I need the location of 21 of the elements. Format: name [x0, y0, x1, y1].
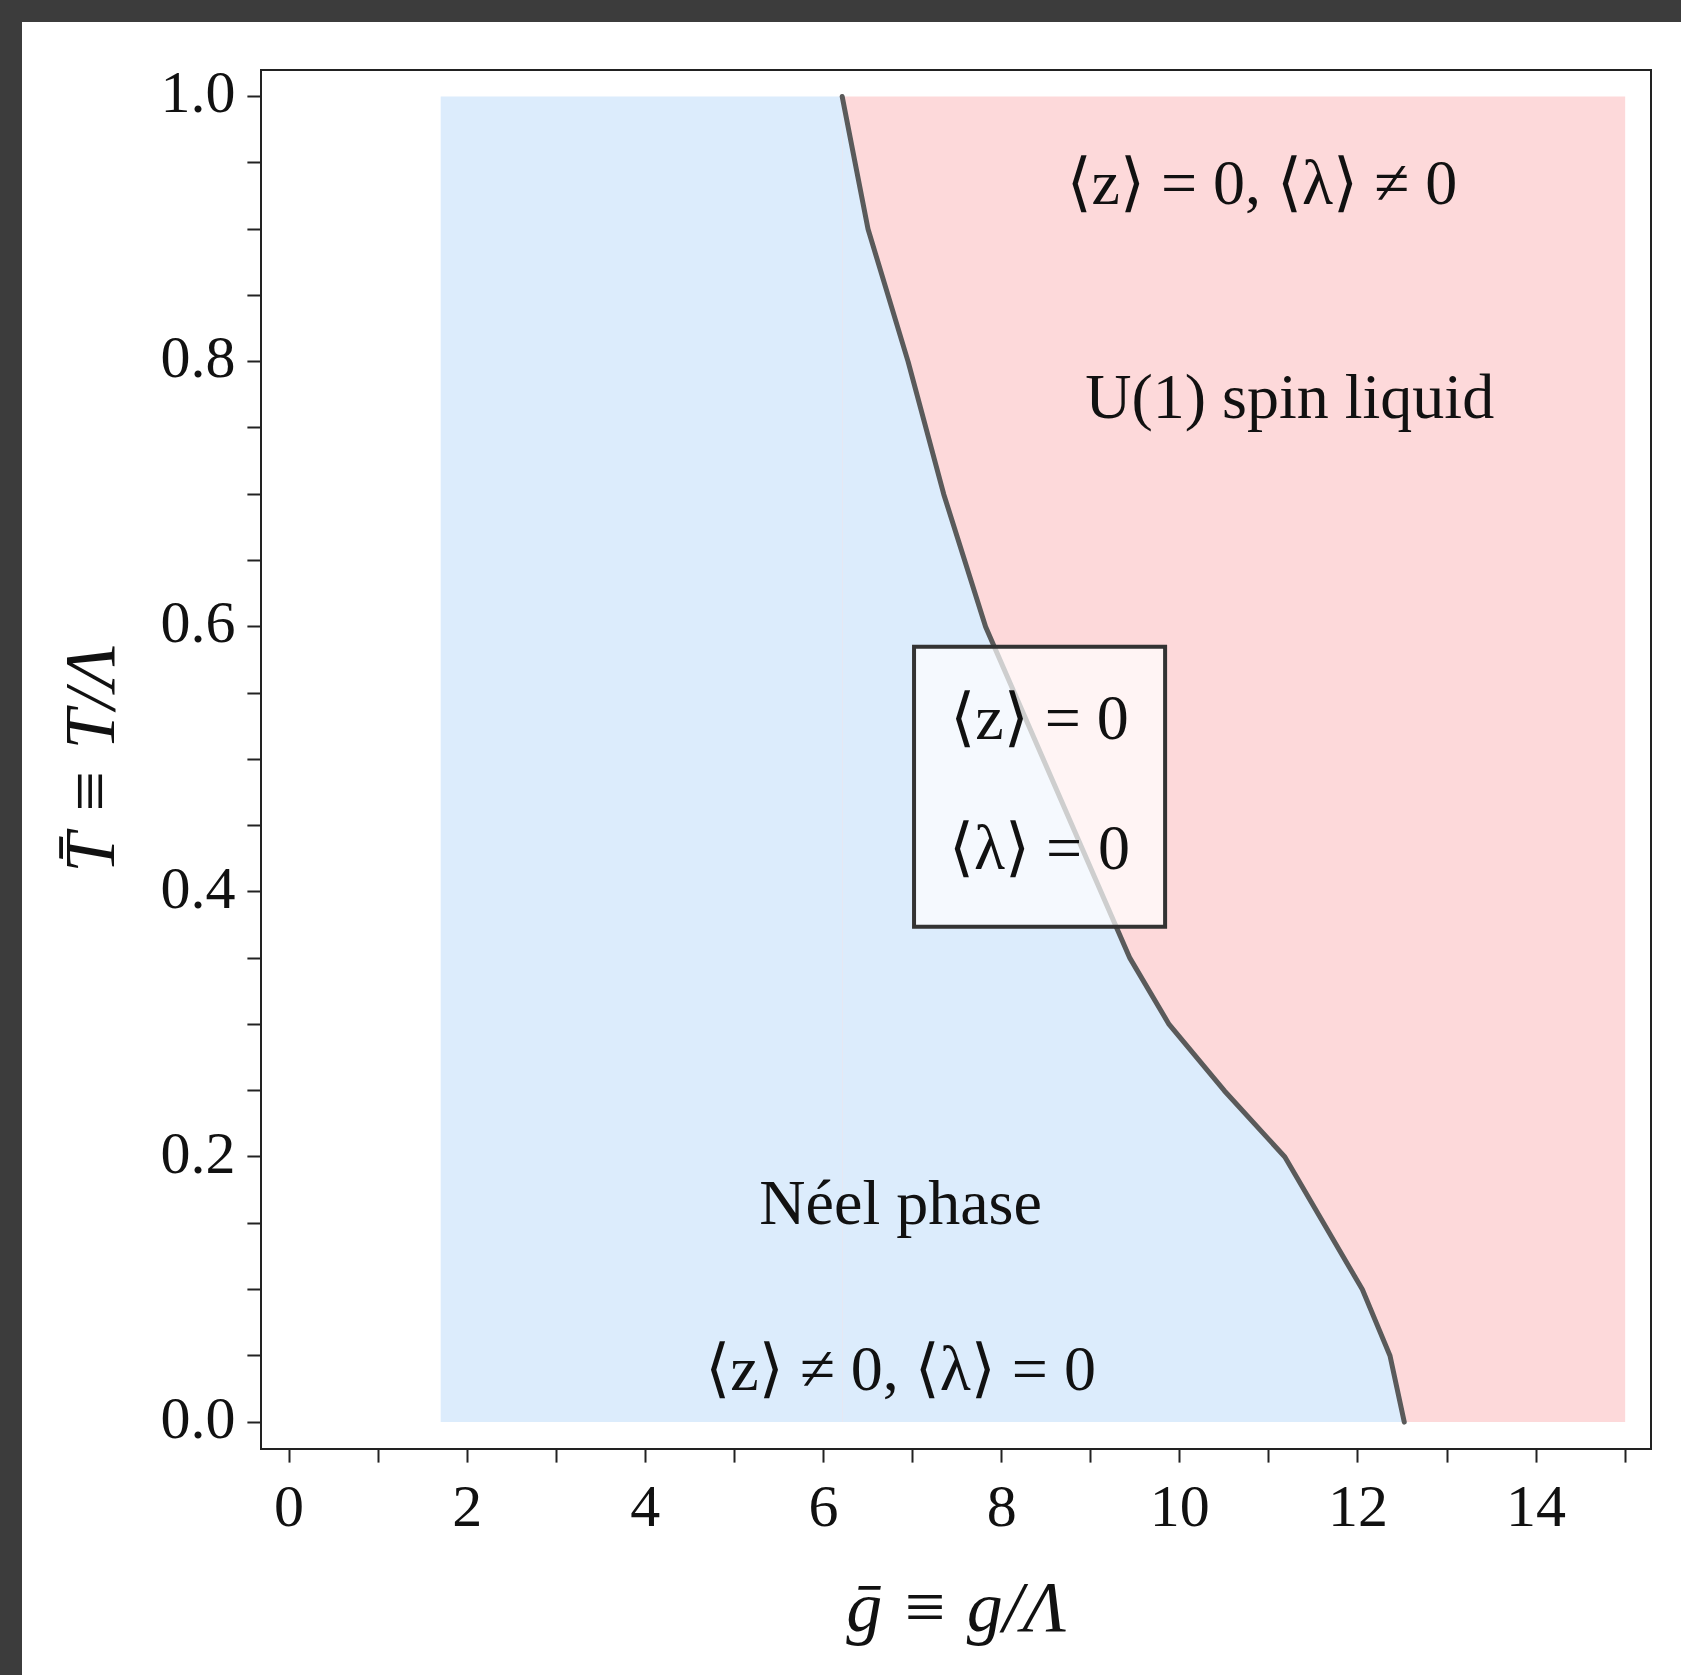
y-tick-label: 0.8 [160, 324, 236, 391]
annotation: ⟨z⟩ = 0, ⟨λ⟩ ≠ 0 [1066, 146, 1458, 218]
annotation: ⟨z⟩ ≠ 0, ⟨λ⟩ = 0 [705, 1332, 1096, 1404]
annotation: U(1) spin liquid [1085, 360, 1495, 432]
x-tick-label: 10 [1149, 1473, 1210, 1540]
x-tick-label: 14 [1506, 1473, 1567, 1540]
x-axis-title: ḡ ≡ g/Λ [846, 1566, 1067, 1647]
annotation: ⟨z⟩ = 0 ⟨λ⟩ = 0 [949, 681, 1131, 883]
y-axis-title: T̄ ≡ T/Λ [50, 645, 131, 873]
y-tick-label: 0.0 [160, 1384, 236, 1451]
annotation: Néel phase [759, 1167, 1042, 1239]
y-tick-label: 0.4 [160, 854, 236, 921]
x-tick-label: 0 [274, 1473, 305, 1540]
x-tick-label: 8 [986, 1473, 1017, 1540]
y-tick-label: 0.6 [160, 589, 236, 656]
x-tick-label: 4 [630, 1473, 661, 1540]
x-tick-label: 6 [808, 1473, 839, 1540]
x-tick-label: 12 [1327, 1473, 1388, 1540]
x-tick-label: 2 [452, 1473, 483, 1540]
y-tick-label: 1.0 [160, 59, 236, 126]
y-tick-label: 0.2 [160, 1119, 236, 1186]
